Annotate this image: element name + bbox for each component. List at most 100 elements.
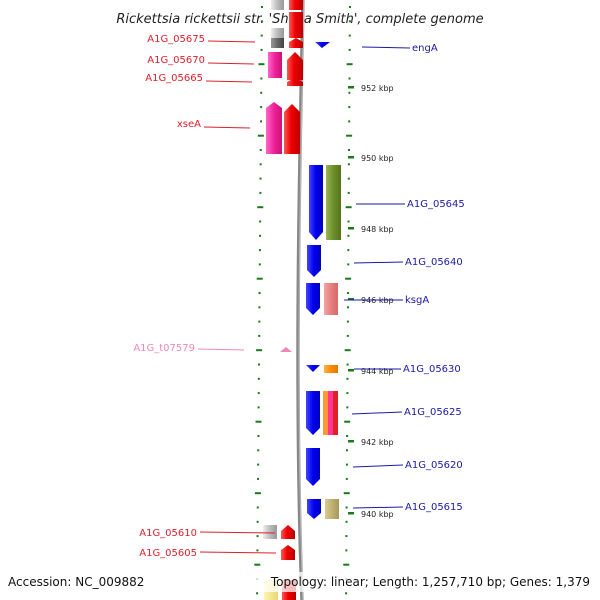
scale-tick: [348, 512, 354, 515]
label-leader-line: [203, 126, 251, 129]
gene-label: A1G_05640: [405, 257, 463, 268]
gene-feature: [271, 28, 284, 38]
tick-mark: [346, 363, 349, 366]
tick-mark: [348, 20, 351, 23]
tick-mark: [258, 306, 261, 309]
tick-mark: [260, 6, 263, 8]
tick-mark: [256, 506, 259, 509]
gene-feature: [271, 0, 284, 10]
scale-tick-label: 940 kbp: [361, 510, 394, 519]
tick-mark: [346, 134, 353, 137]
tick-mark: [345, 206, 352, 209]
tick-mark: [347, 220, 350, 223]
gene-arrow: [307, 245, 321, 277]
gene-arrow: [306, 365, 320, 372]
gene-feature: [289, 0, 303, 10]
gene-feature: [324, 283, 338, 315]
tick-mark: [255, 420, 262, 423]
gene-label: A1G_05605: [139, 548, 197, 559]
tick-mark: [345, 277, 352, 280]
tick-mark: [260, 48, 263, 51]
tick-mark: [257, 406, 260, 409]
gene-arrow: [287, 78, 303, 86]
tick-mark: [346, 435, 349, 437]
tick-mark: [347, 292, 350, 294]
tick-mark: [260, 20, 263, 23]
tick-mark: [345, 463, 348, 466]
gene-arrow: [287, 52, 303, 80]
tick-mark: [257, 363, 260, 366]
tick-mark: [260, 91, 263, 94]
gene-label: A1G_05630: [403, 364, 461, 375]
trna-feature: [280, 347, 292, 352]
tick-mark: [257, 449, 260, 452]
tick-mark: [344, 420, 351, 423]
tick-mark: [259, 220, 262, 223]
gene-arrow: [309, 165, 323, 240]
tick-mark: [345, 477, 348, 480]
label-leader-line: [361, 46, 411, 49]
tick-mark: [346, 306, 349, 309]
tick-mark: [348, 149, 351, 151]
right-gene-labels: engA A1G_05645 A1G_05640 ksgA A1G_05630 A1G_0…: [344, 43, 465, 513]
tick-mark: [256, 349, 263, 352]
tick-mark: [256, 592, 259, 595]
label-leader-line: [353, 261, 404, 264]
tick-mark: [256, 549, 259, 552]
tick-mark: [256, 535, 259, 538]
label-leader-line: [205, 80, 253, 83]
tick-mark: [345, 549, 348, 552]
gene-arrow: [307, 499, 321, 519]
scale-tick: [348, 86, 354, 89]
gene-label: ksgA: [405, 295, 429, 306]
label-leader-line: [199, 531, 276, 534]
gene-label: A1G_05675: [147, 34, 205, 45]
tick-mark: [346, 334, 349, 337]
gene-arrow: [281, 545, 295, 560]
gene-arrow: [306, 283, 320, 315]
gene-feature: [323, 391, 338, 435]
tick-mark: [260, 34, 263, 37]
gene-feature: [325, 499, 339, 519]
tick-mark: [346, 377, 349, 380]
tick-mark: [258, 249, 261, 252]
tick-mark: [345, 506, 348, 509]
right-genes: [306, 42, 341, 519]
tick-mark: [346, 406, 349, 409]
gene-arrow: [284, 104, 300, 154]
gene-feature: [263, 525, 277, 539]
tick-mark: [347, 163, 350, 166]
tick-mark: [348, 6, 351, 8]
label-leader-line: [352, 464, 404, 468]
tick-mark: [346, 63, 353, 66]
tick-mark: [345, 535, 348, 538]
tick-mark: [256, 520, 259, 523]
tick-mark: [259, 234, 262, 237]
tick-mark: [257, 377, 260, 380]
tick-mark: [348, 48, 351, 51]
gene-arrow: [306, 448, 320, 486]
gene-label: A1G_05625: [404, 407, 462, 418]
genome-summary-text: Topology: linear; Length: 1,257,710 bp; …: [270, 575, 590, 589]
tick-mark: [257, 206, 264, 209]
scale-tick-label: 952 kbp: [361, 84, 394, 93]
tick-mark: [254, 492, 261, 495]
gene-label: xseA: [177, 119, 201, 130]
label-leader-line: [352, 506, 404, 509]
tick-mark: [346, 449, 349, 452]
tick-mark: [259, 177, 262, 180]
tick-mark: [346, 320, 349, 323]
gene-arrow: [281, 525, 295, 539]
tick-mark: [343, 563, 350, 566]
scale-tick-label: 944 kbp: [361, 367, 394, 376]
tick-mark: [257, 463, 260, 466]
left-track-ticks: [254, 6, 265, 595]
gene-feature: [324, 365, 338, 373]
gene-arrow: [289, 38, 303, 48]
tick-mark: [258, 63, 265, 66]
gene-arrow: [315, 42, 330, 48]
tick-mark: [259, 149, 262, 151]
tick-mark: [254, 563, 261, 566]
